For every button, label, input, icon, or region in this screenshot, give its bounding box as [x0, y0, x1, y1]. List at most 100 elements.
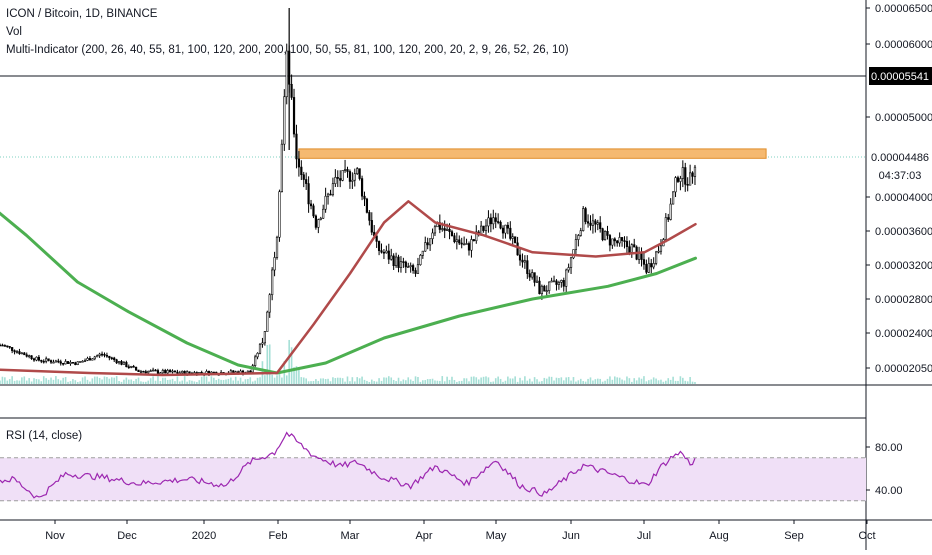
- time-tick-label: Apr: [415, 530, 432, 542]
- candle-body: [616, 240, 619, 244]
- time-tick-label: Oct: [858, 530, 875, 542]
- volume-bar: [179, 381, 181, 384]
- candle-body: [324, 195, 327, 210]
- candle-body: [497, 221, 500, 223]
- last-price-badge-text: 0.00004486: [871, 152, 929, 164]
- candle-body: [650, 263, 653, 268]
- volume-bar: [674, 380, 677, 384]
- candle-body: [254, 356, 257, 366]
- volume-bar: [363, 379, 366, 384]
- candle-body: [144, 371, 147, 374]
- candle-body: [601, 228, 604, 241]
- candle-body: [169, 370, 172, 373]
- candle-body: [117, 361, 121, 364]
- candle-body: [501, 227, 505, 234]
- volume-bar: [655, 378, 657, 384]
- volume-bar: [191, 380, 193, 384]
- candle-body: [329, 193, 332, 196]
- candle-body: [37, 356, 40, 361]
- volume-bar: [47, 379, 50, 384]
- volume-bar: [1, 376, 4, 384]
- volume-bar: [368, 381, 371, 384]
- candle-body: [266, 311, 269, 332]
- multi-indicator-legend[interactable]: Multi-Indicator (200, 26, 40, 55, 81, 10…: [6, 44, 569, 56]
- candle-body: [134, 366, 138, 371]
- volume-bar: [16, 380, 18, 384]
- volume-bar: [562, 380, 565, 384]
- candle-body: [506, 224, 509, 229]
- volume-bar: [239, 377, 242, 384]
- candle-body: [76, 361, 79, 365]
- volume-bar: [511, 378, 514, 384]
- candle-body: [149, 370, 152, 372]
- volume-bar: [392, 379, 395, 384]
- candle-body: [307, 183, 310, 205]
- candle-body: [32, 358, 36, 361]
- candle-body: [475, 231, 478, 242]
- candle-body: [11, 347, 14, 351]
- volume-bar: [244, 379, 247, 384]
- volume-bar: [660, 379, 662, 384]
- volume-bar: [468, 381, 470, 384]
- candle-body: [382, 251, 386, 254]
- candle-body: [518, 254, 522, 261]
- candle-body: [305, 179, 308, 184]
- candle-body: [166, 370, 169, 374]
- volume-bar: [79, 381, 81, 384]
- level-badge: 0.00005541: [869, 67, 932, 85]
- volume-bar: [86, 379, 89, 384]
- candle-body: [613, 238, 616, 242]
- volume-bar: [164, 377, 167, 384]
- volume-bar: [317, 380, 320, 384]
- price-tick-label: 0.00006000: [875, 39, 932, 51]
- candle-body: [57, 360, 60, 363]
- volume-bar: [645, 381, 648, 384]
- volume-bar: [351, 377, 354, 384]
- volume-bar: [25, 380, 28, 384]
- candle-body: [295, 133, 298, 160]
- volume-bar: [572, 377, 575, 384]
- volume-bar: [487, 377, 490, 384]
- volume-bar: [638, 377, 640, 384]
- ma-fast-line: [0, 200, 697, 377]
- rsi-legend[interactable]: RSI (14, close): [6, 430, 83, 442]
- candle-body: [470, 239, 473, 251]
- candle-body: [424, 242, 427, 252]
- candle-body: [652, 263, 655, 268]
- candle-body: [314, 215, 318, 228]
- volume-bar: [499, 378, 502, 384]
- candle-body: [385, 250, 388, 254]
- volume-bar: [247, 379, 249, 384]
- volume-bar: [621, 379, 623, 384]
- candle-body: [8, 346, 11, 348]
- volume-bar: [276, 375, 278, 384]
- price-tick-label: 0.00002400: [875, 328, 932, 340]
- volume-bar: [285, 375, 288, 384]
- volume-bar: [604, 380, 606, 384]
- candle-body: [416, 264, 420, 274]
- symbol-title[interactable]: ICON / Bitcoin, 1D, BINANCE: [6, 8, 158, 20]
- volume-bar: [548, 376, 550, 384]
- volume-bar: [424, 380, 427, 384]
- candle-body: [611, 238, 614, 246]
- volume-bar: [669, 379, 672, 384]
- volume-bar: [208, 381, 210, 384]
- candle-body: [377, 241, 381, 251]
- volume-bar: [565, 377, 567, 384]
- volume-bar: [242, 381, 244, 384]
- volume-legend[interactable]: Vol: [6, 26, 22, 38]
- volume-bar: [431, 378, 434, 384]
- candle-body: [674, 177, 677, 193]
- candle-body: [394, 256, 398, 267]
- volume-bar: [174, 381, 176, 384]
- volume-bar: [390, 377, 393, 384]
- candle-body: [603, 231, 607, 241]
- candle-body: [54, 360, 57, 363]
- candle-body: [620, 237, 624, 241]
- volume-bar: [419, 381, 422, 384]
- candle-body: [263, 331, 266, 344]
- candle-body: [64, 361, 67, 365]
- volume-bar: [332, 377, 334, 384]
